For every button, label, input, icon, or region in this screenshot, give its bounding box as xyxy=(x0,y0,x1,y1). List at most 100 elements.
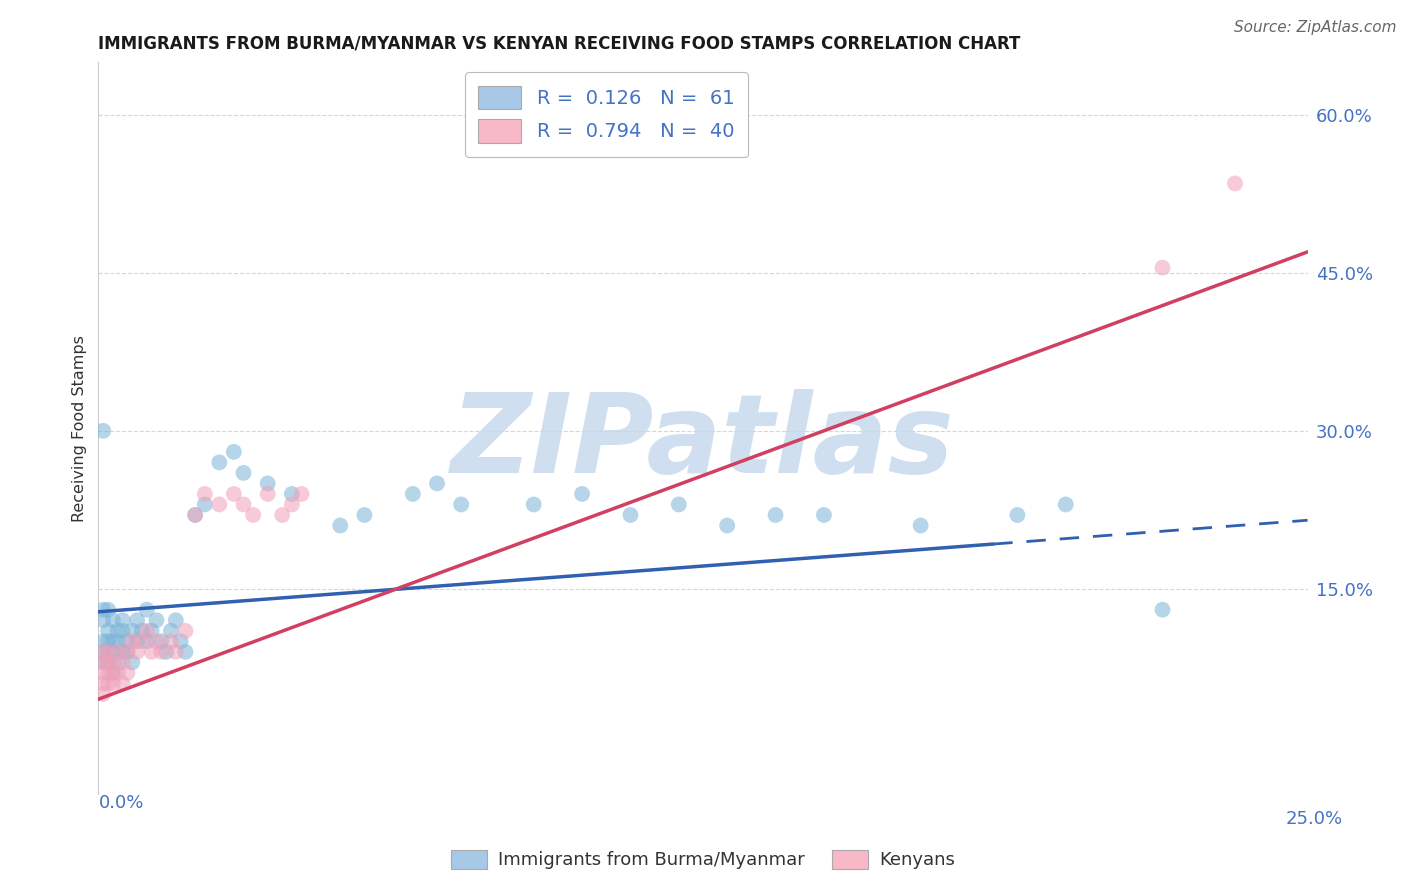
Point xyxy=(1007,508,1029,522)
Point xyxy=(450,498,472,512)
Point xyxy=(402,487,425,501)
Point xyxy=(121,634,143,648)
Point xyxy=(97,645,120,659)
Text: Source: ZipAtlas.com: Source: ZipAtlas.com xyxy=(1233,20,1396,35)
Point xyxy=(117,665,139,680)
Y-axis label: Receiving Food Stamps: Receiving Food Stamps xyxy=(72,334,87,522)
Point xyxy=(174,645,197,659)
Point xyxy=(97,634,120,648)
Point xyxy=(571,487,593,501)
Legend: Immigrants from Burma/Myanmar, Kenyans: Immigrants from Burma/Myanmar, Kenyans xyxy=(441,841,965,879)
Point xyxy=(117,645,139,659)
Point xyxy=(127,645,149,659)
Point xyxy=(111,624,134,638)
Point xyxy=(426,476,449,491)
Point xyxy=(101,665,124,680)
Point xyxy=(127,634,149,648)
Point xyxy=(353,508,375,522)
Point xyxy=(141,624,163,638)
Point xyxy=(101,613,124,627)
Text: ZIPatlas: ZIPatlas xyxy=(451,389,955,496)
Point xyxy=(101,676,124,690)
Point xyxy=(145,613,167,627)
Point xyxy=(121,656,143,670)
Point xyxy=(813,508,835,522)
Point xyxy=(184,508,207,522)
Point xyxy=(910,518,932,533)
Point xyxy=(107,665,129,680)
Point xyxy=(127,613,149,627)
Point xyxy=(117,634,139,648)
Point xyxy=(107,656,129,670)
Point xyxy=(165,645,187,659)
Point xyxy=(232,466,254,480)
Point xyxy=(91,645,114,659)
Point xyxy=(184,508,207,522)
Point xyxy=(111,656,134,670)
Point xyxy=(1152,260,1174,275)
Point xyxy=(1054,498,1077,512)
Point xyxy=(169,634,191,648)
Text: 25.0%: 25.0% xyxy=(1285,810,1343,828)
Point xyxy=(155,645,177,659)
Point xyxy=(91,656,114,670)
Point xyxy=(256,476,278,491)
Point xyxy=(91,645,114,659)
Point xyxy=(91,665,114,680)
Point xyxy=(97,603,120,617)
Text: 0.0%: 0.0% xyxy=(98,794,143,812)
Legend: R =  0.126   N =  61, R =  0.794   N =  40: R = 0.126 N = 61, R = 0.794 N = 40 xyxy=(464,72,748,157)
Point xyxy=(765,508,787,522)
Point xyxy=(232,498,254,512)
Point xyxy=(523,498,546,512)
Point xyxy=(97,656,120,670)
Point xyxy=(208,498,231,512)
Point xyxy=(329,518,352,533)
Point xyxy=(101,656,124,670)
Point xyxy=(150,634,173,648)
Point xyxy=(107,645,129,659)
Point xyxy=(107,624,129,638)
Point xyxy=(668,498,690,512)
Point xyxy=(290,487,312,501)
Point xyxy=(101,645,124,659)
Point xyxy=(135,634,157,648)
Point xyxy=(619,508,641,522)
Point xyxy=(91,613,114,627)
Point xyxy=(111,645,134,659)
Point xyxy=(150,645,173,659)
Point xyxy=(97,676,120,690)
Point xyxy=(97,645,120,659)
Point xyxy=(91,687,114,701)
Point xyxy=(194,487,217,501)
Point xyxy=(117,645,139,659)
Point xyxy=(107,634,129,648)
Point xyxy=(1223,177,1246,191)
Point xyxy=(91,634,114,648)
Point xyxy=(222,487,245,501)
Point xyxy=(101,634,124,648)
Point xyxy=(174,624,197,638)
Point xyxy=(222,445,245,459)
Point xyxy=(1152,603,1174,617)
Point xyxy=(160,634,183,648)
Point xyxy=(141,645,163,659)
Point xyxy=(145,634,167,648)
Point xyxy=(97,665,120,680)
Point xyxy=(281,498,304,512)
Text: IMMIGRANTS FROM BURMA/MYANMAR VS KENYAN RECEIVING FOOD STAMPS CORRELATION CHART: IMMIGRANTS FROM BURMA/MYANMAR VS KENYAN … xyxy=(98,35,1021,53)
Point xyxy=(271,508,294,522)
Point xyxy=(256,487,278,501)
Point xyxy=(716,518,738,533)
Point xyxy=(131,634,153,648)
Point xyxy=(121,624,143,638)
Point xyxy=(111,676,134,690)
Point xyxy=(160,624,183,638)
Point xyxy=(194,498,217,512)
Point xyxy=(165,613,187,627)
Point xyxy=(131,624,153,638)
Point xyxy=(281,487,304,501)
Point xyxy=(135,624,157,638)
Point xyxy=(97,624,120,638)
Point xyxy=(91,424,114,438)
